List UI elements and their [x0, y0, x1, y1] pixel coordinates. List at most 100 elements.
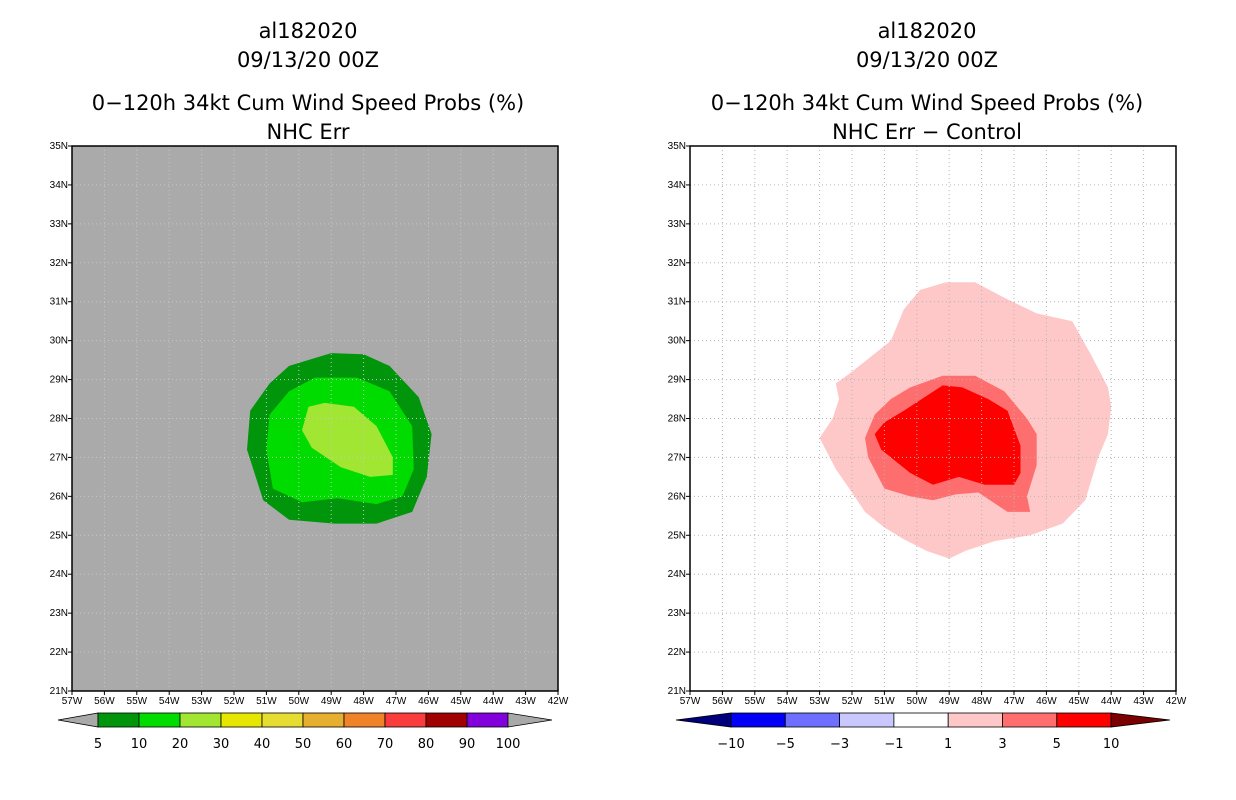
chart-title: 0−120h 34kt Cum Wind Speed Probs (%) — [711, 91, 1143, 115]
lat-tick-label: 23N — [668, 608, 686, 619]
lon-tick-label: 50W — [907, 696, 928, 707]
chart-subtitle: NHC Err — [266, 120, 349, 144]
colorbar-box — [179, 712, 222, 728]
lat-tick-label: 27N — [668, 452, 686, 463]
colorbar-label: 10 — [1103, 737, 1120, 752]
lon-tick-label: 42W — [1166, 696, 1187, 707]
lat-tick-label: 35N — [50, 141, 68, 152]
lon-tick-label: 47W — [386, 696, 407, 707]
lon-tick-label: 45W — [451, 696, 472, 707]
lat-tick-label: 28N — [50, 414, 68, 425]
colorbar-label: 80 — [418, 737, 435, 752]
lat-tick-label: 30N — [50, 336, 68, 347]
lon-tick-label: 52W — [842, 696, 863, 707]
lon-tick-label: 48W — [353, 696, 374, 707]
lat-tick-label: 22N — [50, 647, 68, 658]
colorbar-label: 1 — [944, 737, 952, 752]
lon-tick-label: 53W — [809, 696, 830, 707]
lat-tick-label: 25N — [50, 530, 68, 541]
lat-tick-label: 29N — [50, 375, 68, 386]
colorbar-label: 90 — [459, 737, 476, 752]
contour-5-10 — [874, 385, 1021, 485]
lon-tick-label: 46W — [418, 696, 439, 707]
lon-tick-label: 45W — [1069, 696, 1090, 707]
lat-tick-label: 21N — [50, 686, 68, 697]
colorbar-label: 10 — [131, 737, 148, 752]
colorbar-label: 50 — [295, 737, 312, 752]
lon-tick-label: 44W — [1101, 696, 1122, 707]
lat-tick-label: 24N — [50, 569, 68, 580]
lat-tick-label: 33N — [668, 219, 686, 230]
colorbar-arrow-left — [57, 712, 99, 728]
lat-tick-label: 25N — [668, 530, 686, 541]
colorbar-box — [302, 712, 345, 728]
lat-tick-label: 24N — [668, 569, 686, 580]
colorbar-box — [261, 712, 304, 728]
lat-tick-label: 22N — [668, 647, 686, 658]
colorbar-label: 70 — [377, 737, 394, 752]
lon-tick-label: 54W — [159, 696, 180, 707]
lat-tick-label: 32N — [668, 258, 686, 269]
colorbar-label: 5 — [1053, 737, 1061, 752]
storm-id: al182020 — [878, 19, 977, 43]
colorbar-box — [839, 712, 895, 728]
lon-tick-label: 51W — [874, 696, 895, 707]
lon-tick-label: 53W — [191, 696, 212, 707]
colorbar-box — [138, 712, 181, 728]
lon-tick-label: 56W — [712, 696, 733, 707]
colorbar-box — [343, 712, 386, 728]
colorbar-label: 40 — [254, 737, 271, 752]
lat-tick-label: 31N — [50, 297, 68, 308]
lat-tick-label: 21N — [668, 686, 686, 697]
colorbar-arrow-right — [1110, 712, 1171, 728]
lon-tick-label: 49W — [939, 696, 960, 707]
lon-tick-label: 55W — [745, 696, 766, 707]
colorbar-label: 5 — [94, 737, 102, 752]
colorbar-box — [730, 712, 786, 728]
lon-tick-label: 55W — [127, 696, 148, 707]
lon-tick-label: 44W — [483, 696, 504, 707]
colorbar-label: −1 — [884, 737, 903, 752]
colorbar-label: 20 — [172, 737, 189, 752]
lat-tick-label: 34N — [50, 180, 68, 191]
lat-tick-label: 32N — [50, 258, 68, 269]
colorbar-box — [97, 712, 140, 728]
colorbar-label: −5 — [776, 737, 795, 752]
colorbar-label: −10 — [717, 737, 744, 752]
colorbar-label: −3 — [830, 737, 849, 752]
lat-tick-label: 34N — [668, 180, 686, 191]
colorbar-label: 30 — [213, 737, 230, 752]
colorbar-box — [425, 712, 468, 728]
chart-title: 0−120h 34kt Cum Wind Speed Probs (%) — [92, 91, 524, 115]
lat-tick-label: 30N — [668, 336, 686, 347]
chart-panel-2: al182020 09/13/20 00Z 0−120h 34kt Cum Wind… — [668, 19, 1187, 752]
lon-tick-label: 56W — [94, 696, 115, 707]
date-label: 09/13/20 00Z — [237, 48, 379, 72]
lon-tick-label: 50W — [289, 696, 310, 707]
colorbar-box — [384, 712, 427, 728]
colorbar-box — [784, 712, 840, 728]
lon-tick-label: 42W — [548, 696, 569, 707]
colorbar-box — [1056, 712, 1112, 728]
lon-tick-label: 57W — [62, 696, 83, 707]
lat-tick-label: 28N — [668, 414, 686, 425]
colorbar-box — [947, 712, 1003, 728]
chart-panel-1: al182020 09/13/20 00Z 0−120h 34kt Cum Wind… — [50, 19, 569, 752]
lon-tick-label: 51W — [256, 696, 277, 707]
lon-tick-label: 57W — [680, 696, 701, 707]
colorbar-box — [893, 712, 949, 728]
colorbar-label: 3 — [998, 737, 1006, 752]
colorbar-arrow-right — [507, 712, 553, 728]
lat-tick-label: 26N — [668, 491, 686, 502]
chart-subtitle: NHC Err − Control — [832, 120, 1022, 144]
lat-tick-label: 27N — [50, 452, 68, 463]
lat-tick-label: 29N — [668, 375, 686, 386]
lon-tick-label: 54W — [777, 696, 798, 707]
lon-tick-label: 46W — [1036, 696, 1057, 707]
lat-tick-label: 23N — [50, 608, 68, 619]
colorbar-box — [1002, 712, 1058, 728]
lat-tick-label: 31N — [668, 297, 686, 308]
date-label: 09/13/20 00Z — [856, 48, 998, 72]
lat-tick-label: 33N — [50, 219, 68, 230]
